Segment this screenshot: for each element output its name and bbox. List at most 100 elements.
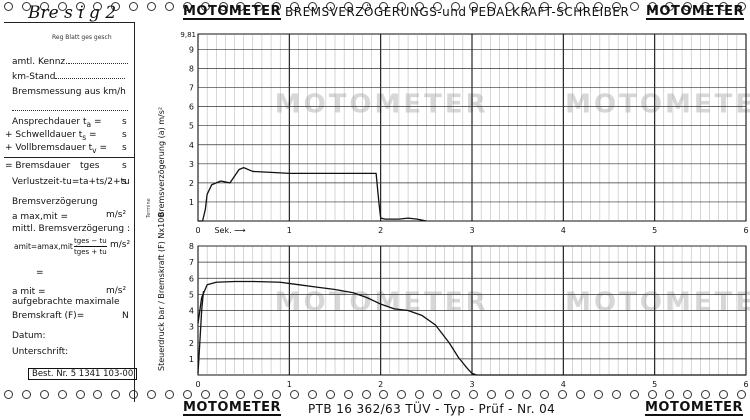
perforation-hole: [75, 1, 85, 11]
perforation-hole: [57, 1, 67, 11]
perforation-hole: [129, 389, 139, 399]
perforation-hole: [719, 1, 728, 11]
chart-panel-1: MOTOMETER MOTOMETER 1 2 3 4 5 6 7 8 9 9,81 0 1 2 3 4 5 6 Se…: [157, 31, 750, 235]
perforation-hole: [164, 389, 174, 399]
unit-ansprechdauer: s: [122, 117, 127, 127]
perforation-hole: [540, 389, 550, 399]
label-km-stand: km-Stand: [12, 72, 126, 82]
perforation-hole: [683, 1, 693, 11]
x-tick-label: 3: [469, 226, 474, 235]
perforation-hole: [4, 1, 13, 11]
label-bremskraft: Bremskraft (F)=: [12, 311, 85, 321]
perforation-hole: [397, 1, 407, 11]
fraction-denominator: tges + tu: [74, 248, 107, 256]
perforation-hole: [558, 389, 568, 399]
perforation-hole: [325, 1, 335, 11]
perforation-bottom: [0, 388, 750, 400]
perforation-hole: [200, 1, 210, 11]
perforation-hole: [75, 389, 85, 399]
formula-fraction: tges − tu tges + tu: [74, 236, 107, 257]
perforation-hole: [272, 1, 282, 11]
order-number-box: Best. Nr. 5 1341 103-00: [28, 368, 138, 380]
perforation-hole: [254, 1, 264, 11]
x-axis-label: Sek. ⟶: [214, 226, 246, 235]
perforation-top: [0, 0, 750, 12]
label-vollbremsdauer: + Vollbremsdauer tv =: [5, 143, 108, 155]
label-aufgebrachte: aufgebrachte maximale: [12, 297, 120, 307]
label-datum: Datum:: [12, 331, 46, 341]
perforation-hole: [164, 1, 174, 11]
perforation-hole: [4, 389, 13, 399]
perforation-hole: [93, 389, 103, 399]
y-tick-label: 2: [189, 339, 194, 348]
x-tick-label: 6: [743, 226, 748, 235]
perforation-hole: [576, 1, 585, 11]
y-tick-label: 4: [189, 307, 194, 316]
x-tick-label: 4: [561, 226, 566, 235]
perforation-hole: [290, 1, 299, 11]
footer-brand-right: MOTOMETER: [645, 400, 743, 416]
brand-logo-right: MOTOMETER: [646, 4, 744, 20]
perforation-hole: [647, 1, 657, 11]
registration-note: Reg Blatt ges gesch: [52, 34, 112, 41]
perforation-hole: [361, 1, 371, 11]
perforation-hole: [611, 1, 621, 11]
perforation-hole: [290, 389, 299, 399]
watermark-text: MOTOMETER: [565, 288, 750, 318]
perforation-hole: [647, 389, 657, 399]
equals-sign: =: [36, 268, 44, 278]
perforation-hole: [450, 389, 460, 399]
unit-vollbremsdauer: s: [122, 143, 127, 153]
fraction-numerator: tges − tu: [74, 237, 107, 247]
series-line-2: [197, 291, 205, 374]
y-tick-label: 7: [189, 258, 194, 267]
unit-schwelldauer: s: [122, 130, 127, 140]
perforation-hole: [593, 389, 603, 399]
perforation-hole: [522, 389, 532, 399]
perforation-hole: [665, 1, 675, 11]
handwritten-note: Bre s i g 2: [28, 3, 117, 23]
y-tick-label: 6: [189, 103, 194, 112]
perforation-hole: [325, 389, 335, 399]
label-a-max-mit: a max,mit =: [12, 212, 69, 222]
perforation-hole: [236, 1, 246, 11]
perforation-hole: [272, 389, 282, 399]
watermark-text: MOTOMETER: [565, 90, 750, 120]
sheet-title: BREMSVERZÖGERUNGS-und PEDALKRAFT-SCHREIB…: [285, 5, 630, 19]
perforation-hole: [39, 389, 49, 399]
perforation-hole: [736, 1, 746, 11]
chart-panel-2: MOTOMETERMOTOMETER123456780123456Steuerd…: [157, 213, 750, 389]
footer-text: PTB 16 362/63 TÜV - Typ - Prüf - Nr. 04: [308, 402, 556, 416]
y-tick-label: 9: [189, 45, 194, 54]
x-tick-label: 1: [287, 226, 292, 235]
perforation-hole: [111, 1, 121, 11]
perforation-hole: [182, 389, 192, 399]
y-tick-label: 3: [189, 323, 194, 332]
x-tick-label: 5: [652, 380, 657, 389]
perforation-hole: [218, 389, 228, 399]
perforation-hole: [665, 389, 675, 399]
x-tick-label: 0: [195, 226, 200, 235]
perforation-hole: [182, 1, 192, 11]
perforation-hole: [701, 389, 711, 399]
y-axis-label: Bremsverzögerung (a) m/s²: [157, 107, 166, 217]
unit-a-max-mit: m/s²: [106, 210, 127, 220]
unit-a-mit: m/s²: [106, 286, 127, 296]
unit-n: N: [122, 311, 129, 321]
watermark-text: MOTOMETER: [275, 288, 489, 318]
perforation-hole: [433, 389, 442, 399]
y-tick-label: 4: [189, 141, 194, 150]
perforation-hole: [200, 389, 210, 399]
perforation-hole: [379, 389, 389, 399]
perforation-hole: [236, 389, 246, 399]
perforation-hole: [486, 389, 496, 399]
y-tick-label: 2: [189, 179, 194, 188]
perforation-hole: [683, 389, 693, 399]
perforation-hole: [397, 389, 407, 399]
perforation-hole: [576, 389, 585, 399]
perforation-hole: [415, 1, 425, 11]
perforation-hole: [147, 389, 156, 399]
label-a-mit: a mit =: [12, 287, 46, 297]
brand-logo-left: MOTOMETER: [183, 4, 281, 20]
